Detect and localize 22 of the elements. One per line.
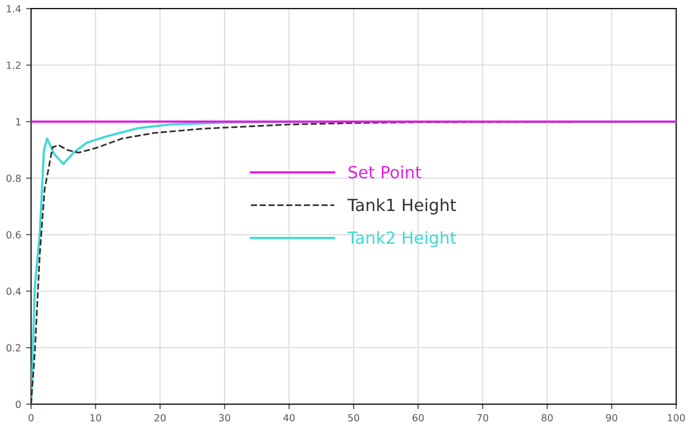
x-tick-label: 50	[348, 414, 360, 422]
x-tick-label: 90	[606, 414, 618, 422]
x-tick-label: 70	[477, 414, 488, 422]
x-tick-label: 20	[154, 414, 166, 422]
x-tick-label: 100	[668, 414, 685, 422]
x-tick-label: 30	[219, 414, 230, 422]
text: Tank2 Height	[347, 231, 456, 248]
y-tick-label: 0.4	[6, 288, 21, 296]
x-tick-label: 80	[542, 414, 553, 422]
y-tick-label: 1	[16, 118, 20, 126]
x-tick-label: 10	[90, 414, 102, 422]
y-tick-label: 0.2	[6, 344, 20, 352]
text: Set Point	[348, 166, 422, 178]
x-tick-label: 40	[283, 414, 295, 422]
y-tick-label: 1.4	[6, 5, 21, 12]
y-tick-label: 1.2	[6, 62, 20, 69]
y-tick-label: 0.8	[6, 174, 21, 182]
y-tick-label: 0	[16, 400, 21, 408]
x-tick-label: 60	[412, 414, 424, 422]
text: Tank1 Height	[347, 198, 456, 214]
y-tick-label: 0.6	[6, 231, 21, 238]
x-tick-label: 0	[28, 414, 34, 422]
